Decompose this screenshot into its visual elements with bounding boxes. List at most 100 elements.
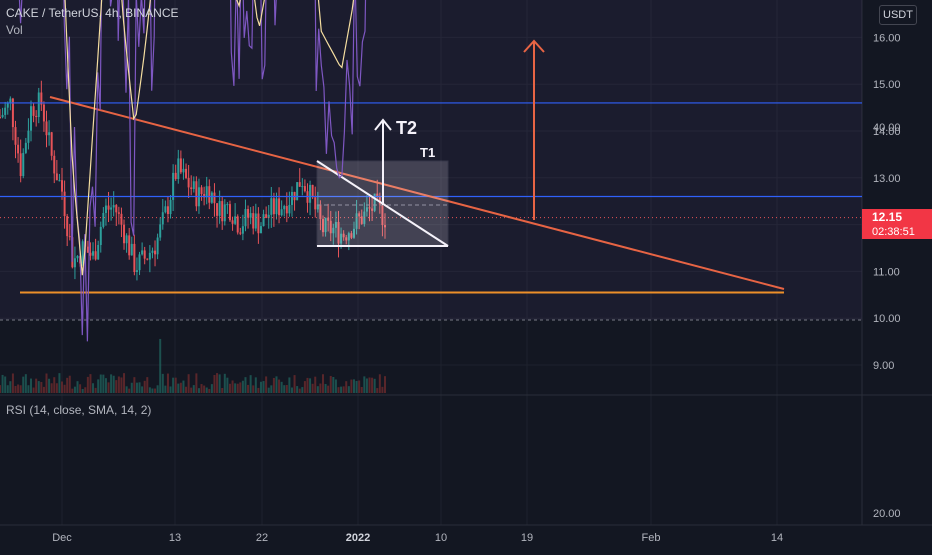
volume-bar [192, 385, 195, 393]
volume-bar [84, 387, 87, 393]
volume-bar [138, 382, 141, 393]
candle-body [151, 250, 154, 253]
rsi-label: RSI (14, close, SMA, 14, 2) [6, 403, 152, 417]
candle-body [48, 132, 51, 136]
grid [0, 0, 932, 526]
price-tick-label: 14.00 [873, 126, 901, 138]
volume-bar [94, 387, 97, 393]
candle-body [185, 168, 188, 178]
volume-bar [24, 374, 27, 393]
volume-bar [208, 388, 211, 393]
candle-body [283, 206, 286, 210]
volume-bar [228, 383, 231, 393]
candle-body [30, 106, 33, 131]
volume-bar [241, 380, 244, 393]
candle-body [68, 236, 71, 238]
candle-body [138, 254, 141, 271]
candle-body [345, 237, 348, 241]
candle-body [340, 233, 343, 244]
candle-body [259, 226, 262, 234]
time-tick-label: 2022 [346, 532, 370, 544]
volume-bar [99, 374, 102, 393]
volume-bar [6, 385, 9, 393]
candle-body [252, 213, 255, 229]
rsi-band-fill [0, 0, 862, 320]
projection-arrow-head [523, 39, 545, 53]
volume-bar [355, 380, 358, 393]
time-tick-label: 14 [771, 532, 783, 544]
volume-bar [280, 381, 283, 393]
volume-bar [337, 387, 340, 393]
candle-body [298, 182, 301, 187]
rsi-pane [0, 0, 862, 342]
candle-body [337, 221, 340, 244]
volume-bar [213, 375, 216, 393]
candle-body [104, 205, 107, 213]
candle-body [329, 220, 332, 234]
volume-bar [340, 386, 343, 393]
candle-body [123, 224, 126, 244]
volume-bar [11, 373, 14, 393]
candle-body [42, 104, 45, 122]
candle-body [120, 213, 123, 225]
volume-bar [197, 388, 200, 393]
volume-bar [373, 378, 376, 393]
candle-body [360, 216, 363, 224]
candle-body [174, 172, 177, 180]
volume-bar [311, 383, 314, 393]
time-tick-label: Dec [52, 532, 72, 544]
volume-bar [306, 377, 309, 393]
candle-body [205, 186, 208, 198]
candle-body [296, 182, 299, 201]
candle-body [203, 194, 206, 198]
price-tick-label: 13.00 [873, 173, 901, 185]
candle-body [267, 214, 270, 218]
candle-body [334, 221, 337, 228]
volume-bar [298, 388, 301, 393]
volume-bar [128, 388, 131, 393]
candle-body [190, 187, 193, 190]
candle-body [208, 186, 211, 203]
candle-body [169, 199, 172, 215]
rsi-tick-label: 40.00 [873, 122, 901, 134]
volume-bar [148, 387, 151, 393]
candle-body [19, 153, 22, 177]
volume-bar [22, 376, 25, 393]
candles [0, 80, 386, 281]
candle-body [280, 209, 283, 216]
candle-body [40, 92, 43, 105]
volume-bar [319, 383, 322, 393]
volume-bar [321, 374, 324, 393]
candle-body [324, 217, 327, 233]
candle-body [288, 204, 291, 214]
candle-body [128, 235, 131, 256]
trend-line [49, 96, 785, 290]
candle-body [213, 192, 216, 204]
volume-bar [130, 382, 133, 393]
candle-body [384, 225, 386, 228]
volume-bar [146, 377, 149, 393]
candle-body [278, 198, 281, 216]
rsi-tick-label: 20.00 [873, 508, 901, 520]
time-tick-label: 22 [256, 532, 268, 544]
candle-body [9, 98, 12, 103]
volume-bar [283, 385, 286, 393]
volume-bar [45, 373, 48, 393]
volume-bar [159, 338, 162, 393]
symbol-title: CAKE / TetherUS, 4h, BINANCE [6, 6, 179, 20]
candle-body [66, 216, 69, 237]
volume-bar [376, 388, 379, 393]
volume-bar [174, 377, 177, 393]
candle-body [358, 213, 361, 217]
candle-body [218, 201, 221, 216]
volume-bar [195, 373, 198, 393]
currency-button[interactable]: USDT [879, 5, 917, 25]
volume-bar [314, 376, 317, 393]
volume-bar [262, 381, 265, 393]
volume-bar [332, 376, 335, 393]
volume-bar [73, 386, 76, 393]
candle-body [81, 241, 84, 264]
